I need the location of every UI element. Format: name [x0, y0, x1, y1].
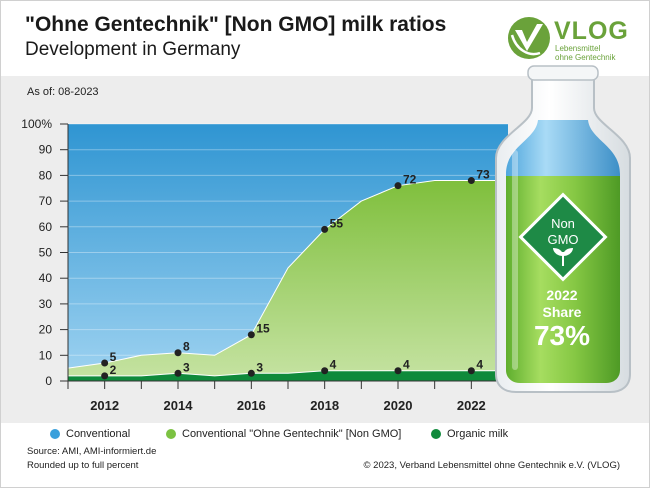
x-tick-label: 2020 — [384, 398, 413, 413]
data-label: 4 — [476, 358, 483, 372]
legend-item-non-gmo: Conventional "Ohne Gentechnik" [Non GMO] — [166, 428, 401, 440]
y-tick-label: 20 — [39, 323, 53, 337]
data-label: 72 — [403, 173, 417, 187]
y-tick-label: 100% — [21, 117, 52, 131]
data-label: 3 — [256, 360, 263, 374]
badge-line-1: Non — [551, 216, 575, 231]
data-label: 4 — [330, 358, 337, 372]
legend: Conventional Conventional "Ohne Gentechn… — [0, 423, 650, 445]
data-point — [321, 367, 329, 375]
data-point — [174, 349, 182, 357]
data-label: 8 — [183, 340, 190, 354]
x-tick-label: 2018 — [310, 398, 339, 413]
data-point — [467, 367, 475, 375]
bottle-year: 2022 — [546, 287, 577, 303]
sprout-icon — [553, 248, 573, 266]
x-tick-label: 2012 — [90, 398, 119, 413]
data-label: 15 — [256, 322, 270, 336]
data-label: 55 — [330, 216, 344, 230]
legend-label-conventional: Conventional — [66, 428, 131, 440]
area-non-gmo — [68, 180, 508, 381]
y-tick-label: 10 — [39, 348, 53, 362]
y-tick-label: 80 — [39, 168, 53, 182]
x-tick-label: 2022 — [457, 398, 486, 413]
bottle-share-value: 73% — [534, 320, 590, 351]
data-point — [101, 359, 109, 367]
logo-wordmark: VLOG — [554, 17, 629, 45]
data-point — [394, 367, 402, 375]
y-tick-label: 70 — [39, 194, 53, 208]
copyright-note: © 2023, Verband Lebensmittel ohne Gentec… — [363, 460, 620, 471]
y-tick-label: 50 — [39, 246, 53, 260]
data-label: 4 — [403, 358, 410, 372]
non-gmo-badge: Non GMO — [518, 192, 608, 282]
y-tick-label: 90 — [39, 143, 53, 157]
data-point — [247, 331, 255, 339]
data-point — [174, 369, 182, 377]
data-label: 3 — [183, 360, 190, 374]
vlog-logo-mark-icon — [508, 17, 550, 59]
data-point — [101, 372, 109, 380]
data-point — [321, 225, 329, 233]
chart-title: "Ohne Gentechnik" [Non GMO] milk ratios — [25, 13, 447, 36]
legend-item-organic: Organic milk — [431, 428, 508, 440]
y-tick-label: 40 — [39, 271, 53, 285]
as-of-date: As of: 08-2023 — [27, 86, 99, 98]
vlog-logo: VLOG Lebensmittel ohne Gentechnik — [506, 15, 636, 63]
legend-swatch-conventional — [50, 429, 60, 439]
area-chart: 0 10 20 30 40 50 60 70 80 90 100% 2012 2014 2016 2018 2… — [21, 65, 631, 413]
rounding-note: Rounded up to full percent — [27, 460, 139, 471]
y-tick-label: 60 — [39, 220, 53, 234]
data-label: 2 — [110, 363, 117, 377]
data-label: 5 — [110, 350, 117, 364]
badge-line-2: GMO — [547, 232, 578, 247]
chart-subtitle: Development in Germany — [25, 39, 241, 60]
x-tick-label: 2014 — [164, 398, 194, 413]
logo-tagline-2: ohne Gentechnik — [555, 53, 616, 62]
legend-item-conventional: Conventional — [50, 428, 130, 440]
legend-label-non-gmo: Conventional "Ohne Gentechnik" [Non GMO] — [182, 428, 402, 440]
y-tick-label: 30 — [39, 297, 53, 311]
source-note: Source: AMI, AMI-informiert.de — [27, 446, 157, 457]
data-point — [247, 369, 255, 377]
data-point — [394, 182, 402, 190]
y-tick-label: 0 — [45, 374, 52, 388]
legend-label-organic: Organic milk — [447, 428, 509, 440]
header: "Ohne Gentechnik" [Non GMO] milk ratios … — [1, 1, 649, 76]
logo-tagline-1: Lebensmittel — [555, 44, 601, 53]
legend-swatch-organic — [431, 429, 441, 439]
data-point — [467, 177, 475, 185]
bottle-share-label: Share — [543, 304, 582, 320]
plot-area: 0 10 20 30 40 50 60 70 80 90 100% 2012 2014 2016 2018 2… — [21, 117, 509, 413]
x-tick-label: 2016 — [237, 398, 266, 413]
data-label: 73 — [476, 168, 490, 182]
legend-swatch-non-gmo — [166, 429, 176, 439]
